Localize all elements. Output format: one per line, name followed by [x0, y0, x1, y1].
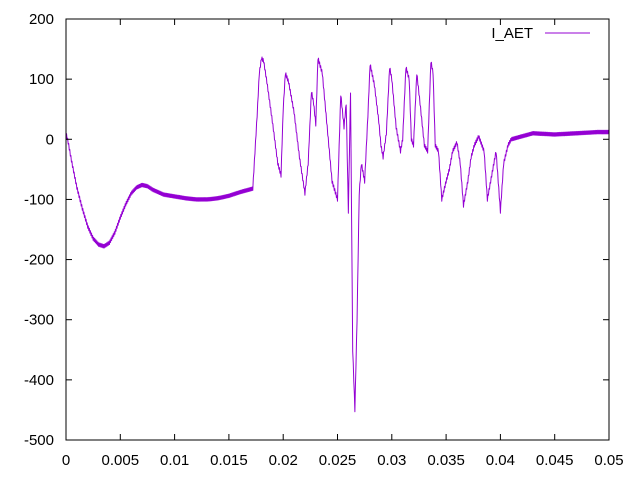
x-tick-label: 0	[62, 452, 70, 469]
y-tick-label: 100	[29, 71, 54, 88]
y-tick-label: 0	[46, 131, 54, 148]
x-tick-label: 0.05	[594, 452, 623, 469]
y-tick-label: -400	[24, 372, 54, 389]
x-tick-label: 0.03	[377, 452, 406, 469]
x-tick-label: 0.04	[486, 452, 515, 469]
legend-label-i-aet: I_AET	[491, 25, 533, 42]
x-tick-label: 0.015	[210, 452, 248, 469]
y-tick-label: 200	[29, 11, 54, 28]
series-line-i-aet	[65, 56, 610, 413]
y-tick-label: -500	[24, 432, 54, 449]
y-tick-label: -100	[24, 191, 54, 208]
x-tick-label: 0.02	[269, 452, 298, 469]
legend: I_AET	[491, 25, 590, 42]
y-tick-label: -200	[24, 252, 54, 269]
series-layer	[65, 56, 610, 413]
axis-ticks: 0 0.005 0.01 0.015 0.02 0.025 0.03 0.035 0.04 0.0…	[24, 11, 624, 469]
x-tick-label: 0.035	[427, 452, 465, 469]
y-tick-label: -300	[24, 312, 54, 329]
x-tick-label: 0.005	[102, 452, 140, 469]
x-tick-label: 0.045	[536, 452, 574, 469]
x-tick-label: 0.01	[160, 452, 189, 469]
x-tick-label: 0.025	[319, 452, 357, 469]
